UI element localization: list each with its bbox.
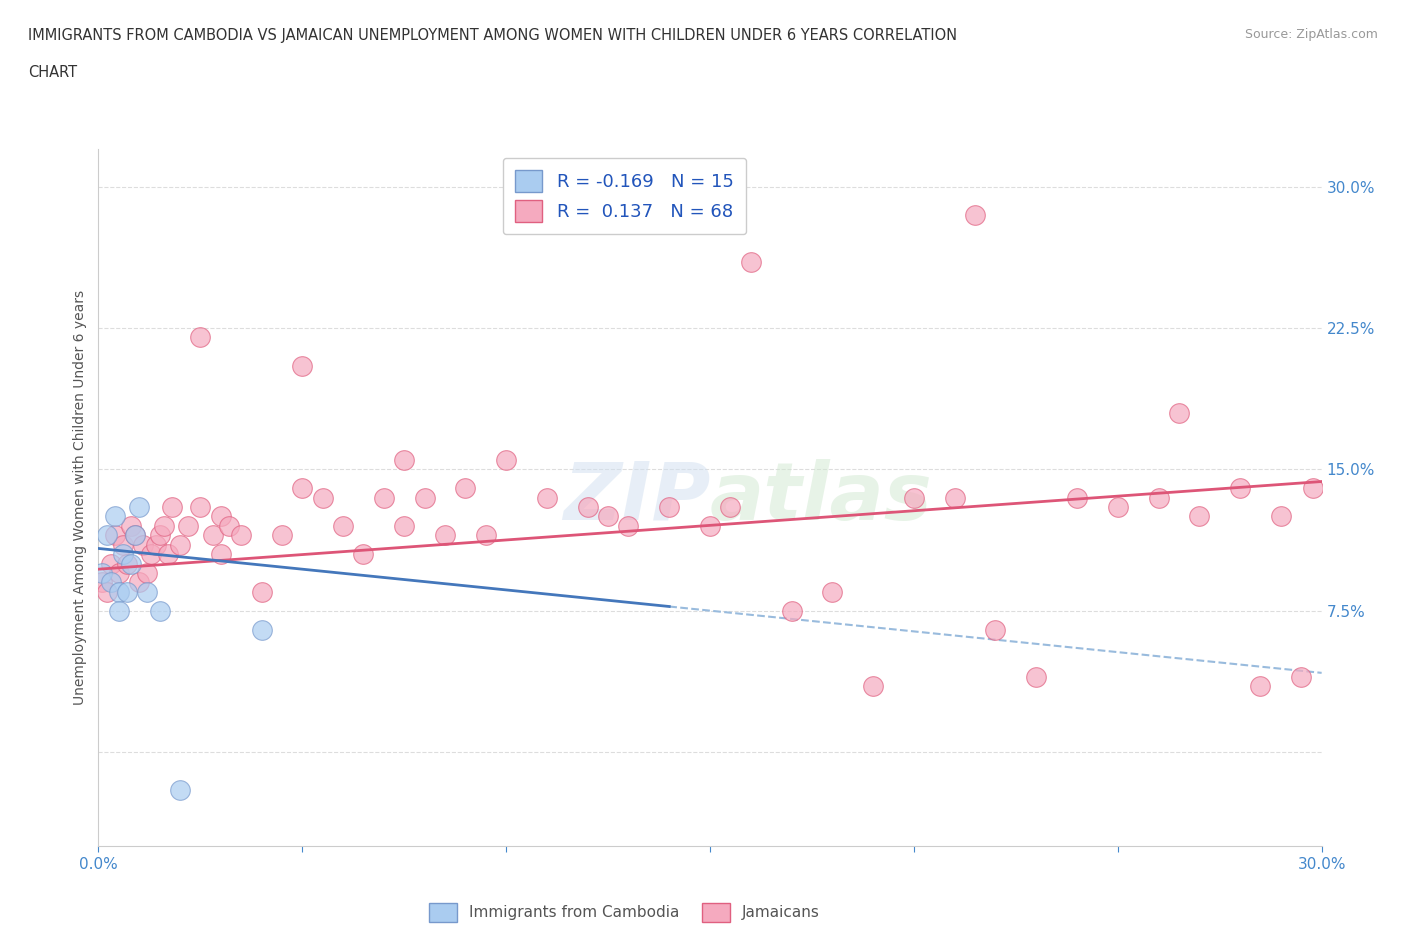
Point <box>250 584 273 599</box>
Point <box>332 518 354 533</box>
Point <box>218 518 240 533</box>
Point <box>291 358 314 373</box>
Point <box>231 528 253 543</box>
Point <box>1302 481 1324 496</box>
Point <box>152 518 174 533</box>
Y-axis label: Unemployment Among Women with Children Under 6 years: Unemployment Among Women with Children U… <box>73 290 87 705</box>
Point <box>576 499 599 514</box>
Point <box>160 499 183 514</box>
Point <box>149 528 172 543</box>
Point <box>352 547 374 562</box>
Point <box>1291 670 1313 684</box>
Legend: Immigrants from Cambodia, Jamaicans: Immigrants from Cambodia, Jamaicans <box>422 896 827 929</box>
Point <box>124 528 146 543</box>
Point <box>188 330 212 345</box>
Point <box>862 679 884 694</box>
Point <box>136 584 159 599</box>
Point <box>124 528 146 543</box>
Point <box>536 490 558 505</box>
Point <box>156 547 179 562</box>
Point <box>474 528 498 543</box>
Point <box>965 207 987 222</box>
Text: ZIP: ZIP <box>562 458 710 537</box>
Text: IMMIGRANTS FROM CAMBODIA VS JAMAICAN UNEMPLOYMENT AMONG WOMEN WITH CHILDREN UNDE: IMMIGRANTS FROM CAMBODIA VS JAMAICAN UNE… <box>28 28 957 43</box>
Point <box>1107 499 1129 514</box>
Point <box>96 584 118 599</box>
Point <box>699 518 721 533</box>
Point <box>495 452 517 467</box>
Point <box>104 528 127 543</box>
Point <box>136 565 159 580</box>
Point <box>1167 405 1189 420</box>
Point <box>96 528 118 543</box>
Point <box>413 490 436 505</box>
Point <box>100 575 122 590</box>
Point <box>780 604 803 618</box>
Text: CHART: CHART <box>28 65 77 80</box>
Point <box>392 452 416 467</box>
Point <box>145 538 167 552</box>
Point <box>718 499 742 514</box>
Point <box>209 509 232 524</box>
Point <box>115 556 138 571</box>
Point <box>111 547 134 562</box>
Point <box>821 584 844 599</box>
Point <box>209 547 232 562</box>
Point <box>169 538 191 552</box>
Point <box>201 528 224 543</box>
Point <box>169 782 191 797</box>
Point <box>984 622 1007 637</box>
Point <box>177 518 200 533</box>
Point <box>108 604 131 618</box>
Point <box>658 499 681 514</box>
Point <box>598 509 620 524</box>
Point <box>188 499 212 514</box>
Point <box>141 547 163 562</box>
Point <box>1147 490 1170 505</box>
Point <box>903 490 925 505</box>
Point <box>111 538 134 552</box>
Point <box>91 565 114 580</box>
Point <box>1188 509 1211 524</box>
Point <box>1229 481 1251 496</box>
Point <box>1025 670 1047 684</box>
Point <box>454 481 477 496</box>
Point <box>270 528 294 543</box>
Point <box>149 604 172 618</box>
Point <box>740 255 762 270</box>
Point <box>617 518 640 533</box>
Point <box>132 538 155 552</box>
Point <box>373 490 395 505</box>
Point <box>108 565 131 580</box>
Point <box>1270 509 1292 524</box>
Text: atlas: atlas <box>710 458 932 537</box>
Point <box>1066 490 1088 505</box>
Point <box>943 490 966 505</box>
Point <box>108 584 131 599</box>
Point <box>291 481 314 496</box>
Point <box>100 556 122 571</box>
Point <box>392 518 416 533</box>
Point <box>120 556 142 571</box>
Point <box>128 499 150 514</box>
Point <box>1249 679 1271 694</box>
Point <box>434 528 457 543</box>
Point <box>104 509 127 524</box>
Point <box>91 575 114 590</box>
Point <box>128 575 150 590</box>
Point <box>115 584 138 599</box>
Point <box>312 490 335 505</box>
Point <box>120 518 142 533</box>
Point <box>250 622 273 637</box>
Text: Source: ZipAtlas.com: Source: ZipAtlas.com <box>1244 28 1378 41</box>
